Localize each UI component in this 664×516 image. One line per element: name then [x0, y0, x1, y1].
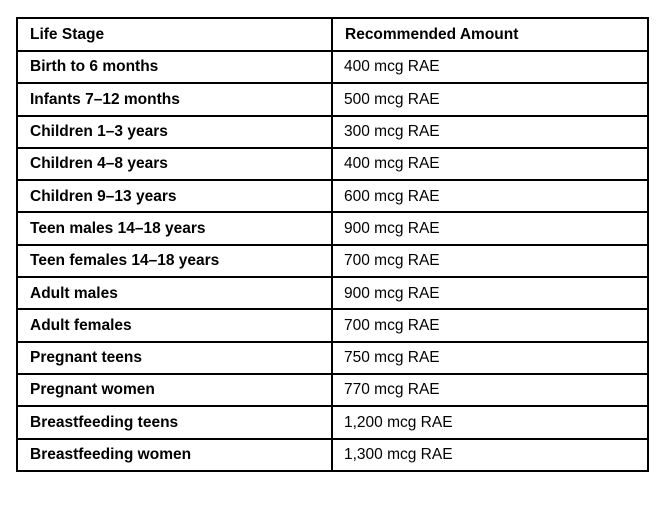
table-row: Adult females 700 mcg RAE — [16, 308, 649, 343]
table-row: Teen females 14–18 years 700 mcg RAE — [16, 243, 649, 279]
life-stage-cell: Adult females — [16, 308, 333, 343]
table-row: Teen males 14–18 years 900 mcg RAE — [16, 211, 649, 246]
table-row: Birth to 6 months 400 mcg RAE — [16, 49, 649, 85]
table-row: Breastfeeding teens 1,200 mcg RAE — [16, 405, 649, 440]
life-stage-cell: Infants 7–12 months — [16, 82, 333, 117]
life-stage-cell: Birth to 6 months — [16, 49, 333, 85]
life-stage-cell: Pregnant teens — [16, 340, 333, 375]
recommended-amount-column-header: Recommended Amount — [331, 17, 649, 52]
table-row: Pregnant women 770 mcg RAE — [16, 372, 649, 408]
table-row: Children 4–8 years 400 mcg RAE — [16, 146, 649, 182]
amount-cell: 900 mcg RAE — [331, 276, 649, 311]
life-stage-cell: Breastfeeding teens — [16, 405, 333, 440]
table-row: Children 1–3 years 300 mcg RAE — [16, 114, 649, 149]
amount-cell: 400 mcg RAE — [331, 49, 649, 85]
life-stage-cell: Teen females 14–18 years — [16, 243, 333, 279]
life-stage-cell: Breastfeeding women — [16, 437, 333, 472]
life-stage-cell: Pregnant women — [16, 372, 333, 408]
life-stage-cell: Adult males — [16, 276, 333, 311]
amount-cell: 700 mcg RAE — [331, 308, 649, 343]
table-row: Adult males 900 mcg RAE — [16, 276, 649, 311]
life-stage-cell: Children 1–3 years — [16, 114, 333, 149]
amount-cell: 500 mcg RAE — [331, 82, 649, 117]
table-row: Breastfeeding women 1,300 mcg RAE — [16, 437, 649, 472]
amount-cell: 770 mcg RAE — [331, 372, 649, 408]
amount-cell: 900 mcg RAE — [331, 211, 649, 246]
amount-cell: 750 mcg RAE — [331, 340, 649, 375]
amount-cell: 1,300 mcg RAE — [331, 437, 649, 472]
life-stage-cell: Children 9–13 years — [16, 179, 333, 214]
amount-cell: 700 mcg RAE — [331, 243, 649, 279]
amount-cell: 300 mcg RAE — [331, 114, 649, 149]
life-stage-cell: Children 4–8 years — [16, 146, 333, 182]
amount-cell: 1,200 mcg RAE — [331, 405, 649, 440]
amount-cell: 600 mcg RAE — [331, 179, 649, 214]
life-stage-cell: Teen males 14–18 years — [16, 211, 333, 246]
table-row: Pregnant teens 750 mcg RAE — [16, 340, 649, 375]
table-row: Infants 7–12 months 500 mcg RAE — [16, 82, 649, 117]
recommended-amounts-table: Life Stage Recommended Amount Birth to 6… — [16, 17, 649, 472]
life-stage-column-header: Life Stage — [16, 17, 333, 52]
table-row: Children 9–13 years 600 mcg RAE — [16, 179, 649, 214]
header-row: Life Stage Recommended Amount — [16, 17, 649, 52]
amount-cell: 400 mcg RAE — [331, 146, 649, 182]
